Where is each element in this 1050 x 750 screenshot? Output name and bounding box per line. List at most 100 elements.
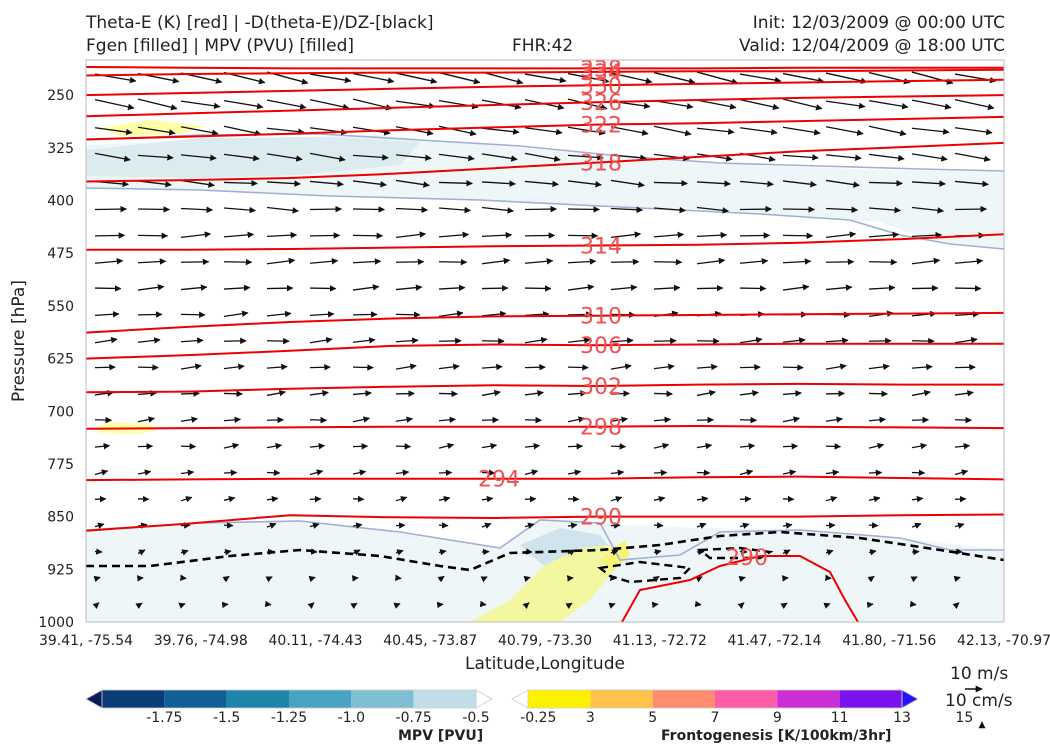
- wind-vector: [395, 416, 414, 423]
- wind-vector: [223, 310, 249, 318]
- wind-vector: [825, 363, 847, 370]
- plot-frame: [85, 59, 1005, 623]
- wind-vector: [610, 469, 625, 476]
- wind-vector: [223, 125, 262, 137]
- fgen-fill-lower: [470, 545, 622, 622]
- wind-vector: [911, 442, 928, 450]
- wind-vector: [780, 602, 788, 610]
- wind-vector: [739, 390, 759, 397]
- wind-vector: [309, 73, 352, 84]
- forecast-hour: FHR:42: [512, 36, 574, 56]
- theta-e-label: 302: [580, 375, 622, 400]
- wind-vector: [309, 390, 329, 397]
- wind-vector: [264, 600, 272, 608]
- wind-vector: [180, 179, 215, 188]
- wind-vector: [266, 389, 286, 397]
- chart-title-line2: Fgen [filled] | MPV (PVU) [filled]: [86, 36, 355, 56]
- wind-vector: [651, 601, 659, 609]
- wind-vector: [394, 574, 402, 582]
- wind-vector: [696, 257, 726, 265]
- wind-vector: [825, 416, 844, 423]
- wind-vector: [266, 416, 285, 424]
- wind-vector: [352, 390, 372, 397]
- wind-vector: [94, 311, 120, 318]
- wind-vector: [739, 205, 773, 213]
- wind-vector: [309, 522, 320, 529]
- wind-vector: [223, 469, 238, 476]
- wind-vector: [739, 522, 750, 529]
- wind-vector: [653, 71, 696, 85]
- wind-vector: [911, 548, 920, 556]
- wind-vector: [524, 522, 535, 529]
- wind-vector: [567, 469, 582, 476]
- wind-vector: [395, 496, 408, 503]
- wind-vector: [608, 602, 616, 609]
- wind-vector: [395, 443, 412, 450]
- wind-vector: [696, 522, 707, 529]
- wind-vector: [911, 363, 933, 371]
- wind-vector: [868, 258, 898, 266]
- wind-vector: [782, 469, 797, 476]
- fgen-colorbar-tick: 5: [648, 710, 657, 726]
- x-tick-label: 42.13, -70.97: [957, 633, 1050, 649]
- wind-vector: [481, 363, 503, 371]
- wind-vector: [610, 126, 649, 136]
- wind-vector: [137, 284, 165, 291]
- wind-vector: [782, 232, 814, 240]
- wind-vector: [352, 311, 378, 318]
- wind-vector: [524, 495, 537, 503]
- wind-vector: [739, 469, 754, 476]
- wind-vector: [954, 416, 973, 424]
- wind-vector: [782, 522, 793, 529]
- wind-vector: [137, 549, 146, 556]
- wind-vector: [782, 549, 791, 556]
- wind-vector: [567, 364, 589, 371]
- wind-vector: [824, 574, 832, 582]
- wind-vector: [610, 284, 638, 291]
- wind-vector: [94, 285, 122, 292]
- wind-vector: [223, 231, 255, 239]
- wind-vector: [739, 363, 761, 371]
- wind-vector: [610, 231, 642, 239]
- wind-vector: [567, 154, 604, 161]
- wind-vector: [352, 72, 395, 84]
- wind-vector: [266, 257, 296, 265]
- wind-vector: [694, 600, 702, 608]
- wind-vector: [825, 496, 838, 503]
- wind-vector: [223, 416, 242, 424]
- wind-vector: [481, 231, 513, 239]
- wind-vector: [954, 180, 989, 188]
- wind-vector: [309, 336, 333, 344]
- wind-vector: [221, 601, 229, 609]
- wind-vector: [610, 363, 632, 370]
- wind-vector: [782, 284, 810, 291]
- wind-vector: [266, 153, 303, 162]
- x-tick-label: 39.76, -74.98: [154, 633, 248, 649]
- wind-vector: [868, 495, 881, 503]
- wind-vector: [481, 495, 494, 503]
- wind-vector: [911, 284, 939, 292]
- wind-vector: [954, 495, 967, 503]
- wind-vector: [438, 71, 481, 85]
- theta-e-contour: [86, 68, 1004, 77]
- wind-vector: [696, 71, 739, 85]
- wind-vector: [395, 179, 430, 188]
- wind-vector: [180, 311, 206, 319]
- y-tick-label: 850: [47, 510, 74, 526]
- mpv-colorbar-segment: [226, 690, 289, 708]
- wind-vector: [137, 258, 167, 265]
- wind-vector: [524, 73, 567, 84]
- wind-vector: [94, 205, 128, 213]
- wind-vector: [481, 310, 507, 318]
- wind-vector: [223, 363, 245, 371]
- wind-vector: [94, 152, 131, 162]
- wind-vector: [911, 257, 941, 265]
- wind-vector: [911, 99, 952, 110]
- x-tick-label: 41.80, -71.56: [842, 633, 936, 649]
- wind-vector: [524, 285, 552, 292]
- wind-vector: [868, 442, 885, 450]
- wind-vector: [825, 206, 859, 213]
- wind-vector: [653, 284, 681, 292]
- wind-vector: [823, 602, 831, 609]
